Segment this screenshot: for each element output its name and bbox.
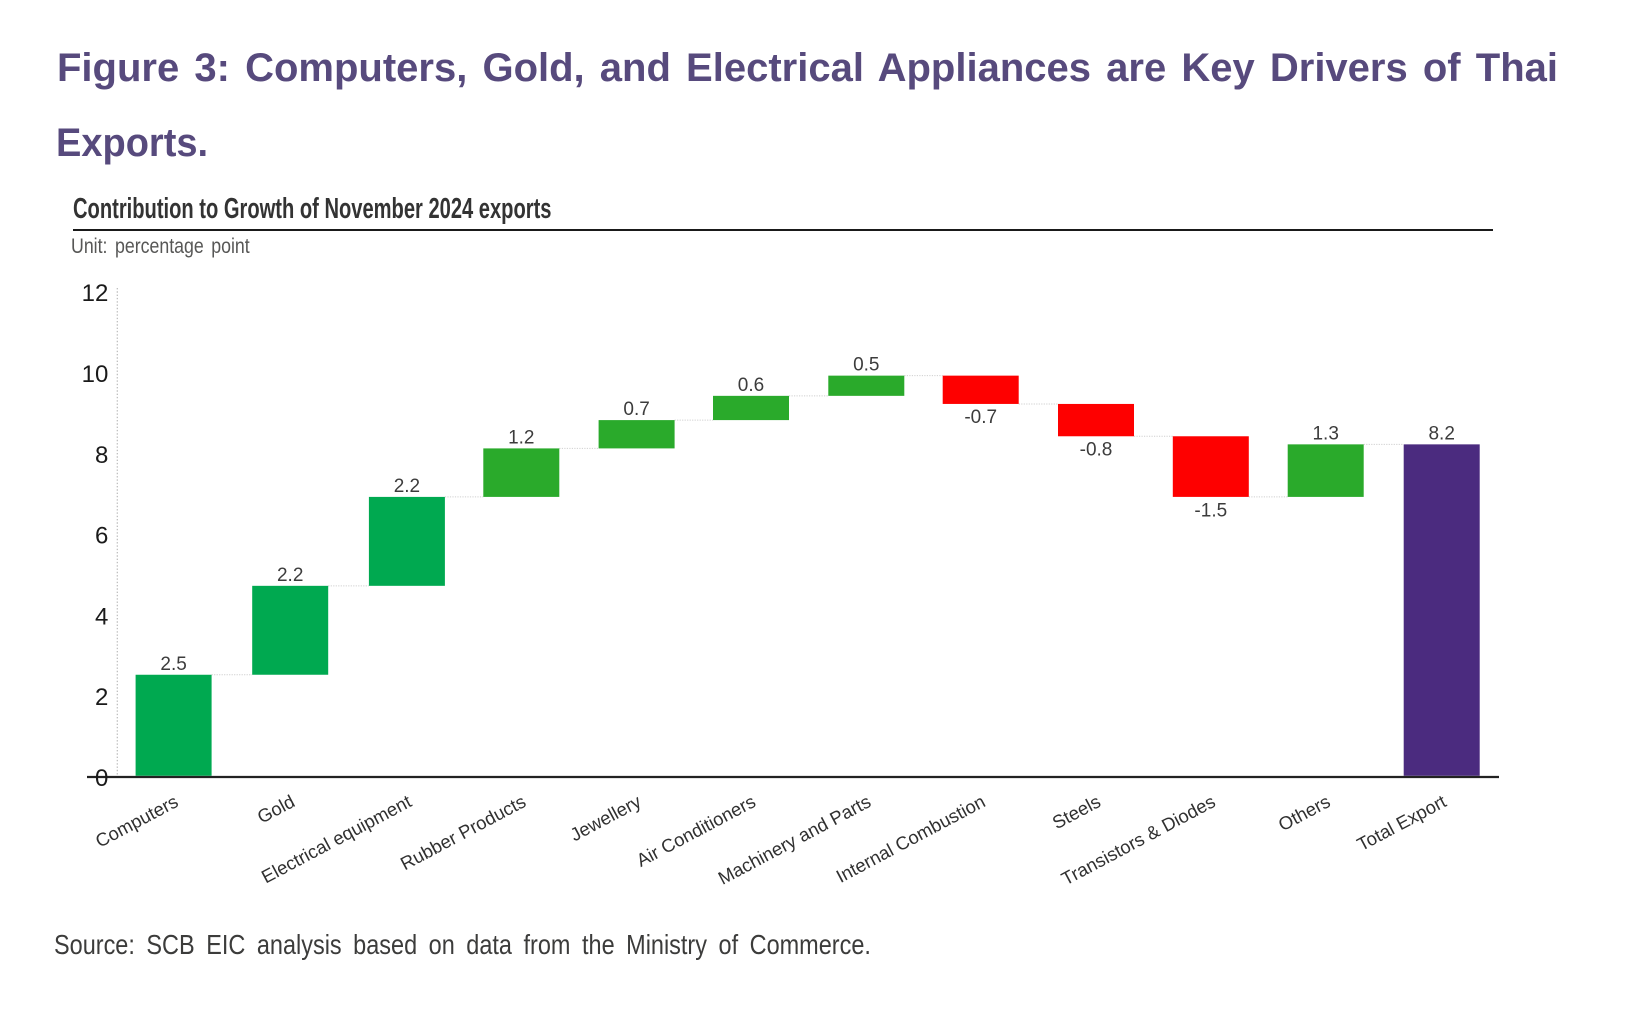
svg-text:6: 6 (95, 523, 108, 550)
svg-text:1.2: 1.2 (508, 427, 534, 448)
svg-text:2.2: 2.2 (277, 565, 303, 586)
svg-text:Jewellery: Jewellery (567, 790, 646, 845)
svg-text:12: 12 (82, 280, 109, 307)
svg-text:8: 8 (95, 442, 108, 469)
svg-text:0.7: 0.7 (623, 399, 649, 420)
svg-text:0: 0 (95, 765, 108, 792)
svg-text:2.2: 2.2 (394, 476, 420, 497)
svg-text:1.3: 1.3 (1312, 423, 1338, 444)
svg-text:2.5: 2.5 (160, 654, 186, 675)
svg-text:Gold: Gold (254, 790, 298, 827)
svg-text:-1.5: -1.5 (1194, 501, 1227, 522)
svg-text:Rubber Products: Rubber Products (397, 790, 529, 874)
svg-text:2: 2 (95, 684, 108, 711)
svg-text:Steels: Steels (1049, 790, 1104, 833)
svg-text:0.6: 0.6 (738, 375, 764, 396)
svg-text:10: 10 (82, 361, 109, 388)
svg-text:0.5: 0.5 (853, 355, 879, 376)
svg-text:-0.8: -0.8 (1080, 440, 1113, 461)
svg-text:Others: Others (1275, 790, 1334, 835)
svg-text:8.2: 8.2 (1428, 423, 1454, 444)
svg-text:4: 4 (95, 603, 108, 630)
svg-text:-0.7: -0.7 (964, 407, 997, 428)
svg-text:Total Export: Total Export (1353, 790, 1449, 854)
svg-text:Computers: Computers (92, 790, 182, 851)
